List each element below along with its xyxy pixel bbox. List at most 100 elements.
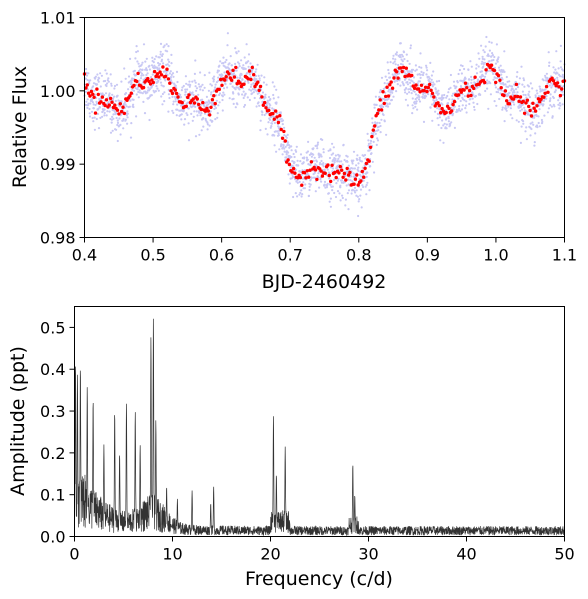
binned-flux-point — [89, 89, 94, 94]
raw-flux-point — [357, 200, 360, 203]
raw-flux-point — [249, 62, 252, 65]
raw-flux-point — [559, 75, 562, 78]
raw-flux-point — [435, 98, 438, 102]
binned-flux-point — [96, 92, 101, 97]
raw-flux-point — [285, 156, 288, 159]
raw-flux-point — [123, 67, 126, 70]
raw-flux-point — [86, 78, 89, 82]
raw-flux-point — [150, 76, 153, 79]
raw-flux-point — [522, 77, 525, 80]
raw-flux-point — [130, 122, 133, 125]
raw-flux-point — [414, 64, 417, 67]
raw-flux-point — [296, 181, 299, 184]
raw-flux-point — [123, 101, 127, 104]
raw-flux-point — [445, 96, 448, 99]
binned-flux-point — [359, 179, 363, 183]
binned-flux-point — [437, 104, 441, 108]
raw-flux-point — [195, 110, 198, 113]
raw-flux-point — [237, 93, 240, 96]
raw-flux-point — [409, 47, 412, 50]
raw-flux-point — [221, 95, 224, 98]
binned-flux-point — [511, 97, 516, 101]
raw-flux-point — [336, 179, 339, 182]
raw-flux-point — [308, 185, 311, 188]
raw-flux-point — [556, 76, 559, 79]
raw-flux-point — [544, 88, 547, 91]
raw-flux-point — [481, 60, 484, 63]
raw-flux-point — [365, 175, 368, 178]
raw-flux-point — [296, 195, 299, 198]
raw-flux-point — [399, 42, 402, 45]
raw-flux-point — [470, 78, 473, 81]
raw-flux-point — [366, 171, 369, 174]
binned-flux-point — [210, 98, 215, 102]
raw-flux-point — [479, 93, 482, 96]
raw-flux-point — [112, 113, 115, 116]
raw-flux-point — [487, 54, 490, 58]
raw-flux-point — [169, 70, 172, 73]
binned-flux-point — [465, 86, 469, 90]
raw-flux-point — [344, 198, 347, 201]
raw-flux-point — [308, 153, 311, 156]
raw-flux-point — [392, 54, 395, 57]
raw-flux-point — [496, 77, 499, 80]
binned-flux-point — [560, 87, 564, 91]
raw-flux-point — [352, 159, 355, 162]
raw-flux-point — [329, 205, 332, 208]
raw-flux-point — [549, 97, 552, 100]
raw-flux-point — [101, 115, 104, 118]
raw-flux-point — [470, 75, 473, 78]
raw-flux-point — [529, 122, 532, 125]
raw-flux-point — [193, 72, 196, 75]
raw-flux-point — [488, 60, 491, 63]
raw-flux-point — [472, 93, 475, 96]
raw-flux-point — [438, 108, 441, 111]
raw-flux-point — [474, 94, 477, 98]
raw-flux-point — [283, 150, 286, 153]
raw-flux-point — [136, 60, 139, 63]
raw-flux-point — [273, 121, 276, 124]
binned-flux-point — [91, 92, 95, 97]
raw-flux-point — [431, 119, 434, 122]
raw-flux-point — [460, 86, 463, 89]
raw-flux-point — [270, 122, 274, 125]
raw-flux-point — [514, 80, 517, 84]
binned-flux-point — [129, 91, 133, 95]
raw-flux-point — [163, 100, 166, 103]
raw-flux-point — [542, 103, 545, 106]
binned-flux-point — [444, 110, 448, 115]
binned-flux-point — [492, 68, 497, 73]
raw-flux-point — [310, 176, 313, 179]
binned-flux-point — [150, 78, 154, 82]
raw-flux-point — [329, 183, 332, 186]
raw-flux-point — [408, 78, 411, 81]
raw-flux-point — [371, 121, 374, 124]
binned-flux-point — [100, 95, 105, 99]
binned-flux-point — [103, 103, 107, 108]
raw-flux-point — [280, 117, 283, 120]
y-tick-label: 0.0 — [40, 528, 65, 547]
raw-flux-point — [507, 94, 510, 97]
raw-flux-point — [273, 85, 276, 88]
raw-flux-point — [108, 92, 111, 95]
raw-flux-point — [379, 124, 382, 128]
binned-flux-point — [456, 93, 461, 97]
raw-flux-point — [460, 108, 464, 111]
raw-flux-point — [362, 185, 365, 189]
raw-flux-point — [411, 68, 415, 71]
raw-flux-point — [390, 98, 393, 102]
raw-flux-point — [416, 96, 419, 99]
raw-flux-point — [399, 53, 402, 57]
raw-flux-point — [416, 73, 419, 76]
raw-flux-point — [414, 93, 418, 96]
raw-flux-point — [459, 99, 462, 103]
raw-flux-point — [516, 86, 520, 89]
binned-flux-point — [430, 91, 435, 96]
raw-flux-point — [369, 142, 372, 145]
raw-flux-point — [232, 72, 235, 75]
raw-flux-point — [113, 87, 116, 90]
raw-flux-point — [351, 188, 354, 191]
raw-flux-point — [508, 84, 511, 87]
binned-flux-point — [417, 87, 421, 91]
raw-flux-point — [449, 86, 452, 89]
